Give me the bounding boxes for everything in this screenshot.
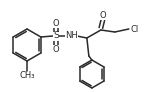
Text: O: O (52, 18, 59, 28)
Text: NH: NH (65, 31, 78, 40)
Text: CH₃: CH₃ (19, 71, 35, 80)
Text: S: S (53, 31, 59, 40)
Text: Cl: Cl (131, 24, 139, 33)
Text: O: O (100, 10, 106, 20)
Text: O: O (52, 45, 59, 54)
